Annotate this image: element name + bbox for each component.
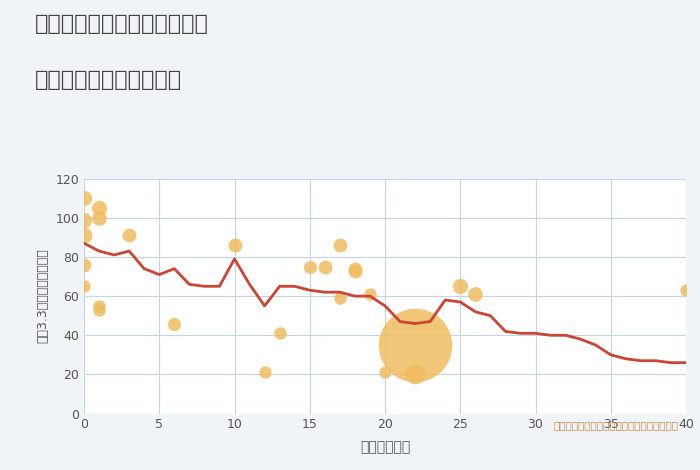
Point [364,290,375,298]
Point [78,216,90,224]
Y-axis label: 坪（3.3㎡）単価（万円）: 坪（3.3㎡）単価（万円） [36,249,50,344]
Point [93,204,105,212]
Point [169,320,180,327]
Point [470,290,481,298]
Point [335,294,346,302]
Text: 奈良県北葛城郡広陵町大野の: 奈良県北葛城郡広陵町大野の [35,14,209,34]
Point [319,263,330,271]
X-axis label: 築年数（年）: 築年数（年） [360,440,410,454]
Point [335,242,346,249]
Point [274,329,286,337]
Point [410,341,421,349]
Point [259,368,270,376]
Point [229,242,240,249]
Point [78,261,90,268]
Point [93,306,105,313]
Point [93,214,105,221]
Point [410,371,421,378]
Point [123,232,134,239]
Point [379,368,391,376]
Point [349,265,360,273]
Text: 築年数別中古戸建て価格: 築年数別中古戸建て価格 [35,70,182,91]
Point [304,263,315,271]
Text: 円の大きさは、取引のあった物件面積を示す: 円の大きさは、取引のあった物件面積を示す [554,421,679,431]
Point [455,282,466,290]
Point [78,282,90,290]
Point [680,287,692,294]
Point [349,267,360,274]
Point [78,232,90,239]
Point [78,195,90,202]
Point [93,302,105,310]
